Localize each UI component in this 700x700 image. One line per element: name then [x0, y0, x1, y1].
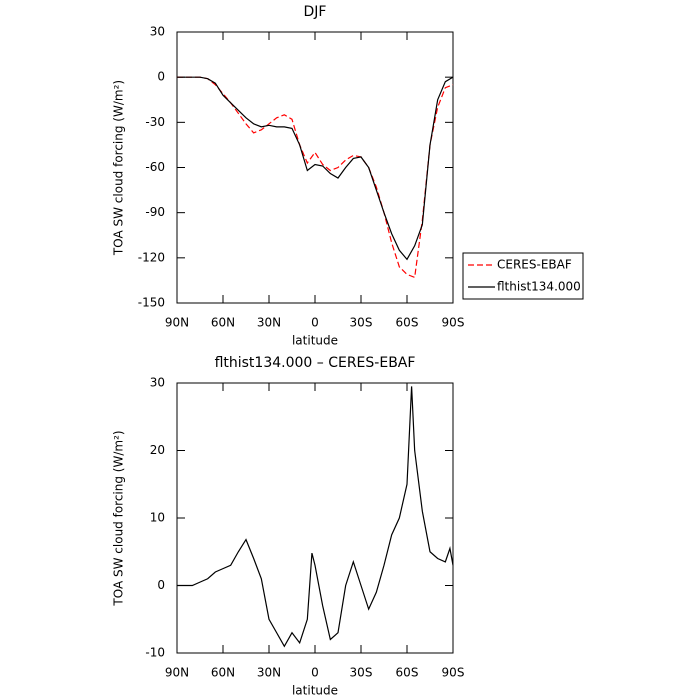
y-tick-label: -150	[138, 296, 165, 310]
x-axis-label: latitude	[292, 684, 338, 698]
y-tick-label: -120	[138, 250, 165, 264]
legend-box	[462, 252, 584, 300]
y-axis-label: TOA SW cloud forcing (W/m²)	[112, 430, 126, 606]
plot-frame	[176, 382, 454, 654]
x-tick-label: 60S	[396, 666, 419, 680]
y-tick-label: 0	[157, 578, 165, 592]
x-tick-label: 30N	[257, 666, 281, 680]
data-line	[177, 76, 454, 261]
x-tick-label: 90S	[442, 316, 465, 330]
y-tick-label: -10	[145, 646, 165, 660]
y-tick-label: 10	[150, 511, 165, 525]
y-tick-label: 30	[150, 376, 165, 390]
x-tick-label: 0	[311, 316, 319, 330]
x-tick-label: 90N	[165, 666, 189, 680]
x-tick-label: 30S	[350, 666, 373, 680]
legend-label: CERES-EBAF	[497, 258, 572, 272]
y-tick-label: 0	[157, 70, 165, 84]
legend-label: flthist134.000	[497, 280, 581, 294]
plot-frame	[176, 31, 454, 304]
y-tick-label: 30	[150, 25, 165, 39]
y-tick-label: -90	[145, 205, 165, 219]
chart-title: DJF	[304, 4, 327, 20]
x-tick-label: 60N	[211, 316, 235, 330]
chart-title: flthist134.000 – CERES-EBAF	[215, 355, 416, 371]
data-line	[177, 76, 454, 279]
x-axis-label: latitude	[292, 334, 338, 348]
y-axis-label: TOA SW cloud forcing (W/m²)	[112, 80, 126, 256]
y-tick-label: 20	[150, 443, 165, 457]
x-tick-label: 60N	[211, 666, 235, 680]
x-tick-label: 0	[311, 666, 319, 680]
y-tick-label: -60	[145, 160, 165, 174]
data-line	[177, 386, 454, 648]
x-tick-label: 60S	[396, 316, 419, 330]
x-tick-label: 90N	[165, 316, 189, 330]
x-tick-label: 30N	[257, 316, 281, 330]
y-tick-label: -30	[145, 115, 165, 129]
x-tick-label: 90S	[442, 666, 465, 680]
x-tick-label: 30S	[350, 316, 373, 330]
